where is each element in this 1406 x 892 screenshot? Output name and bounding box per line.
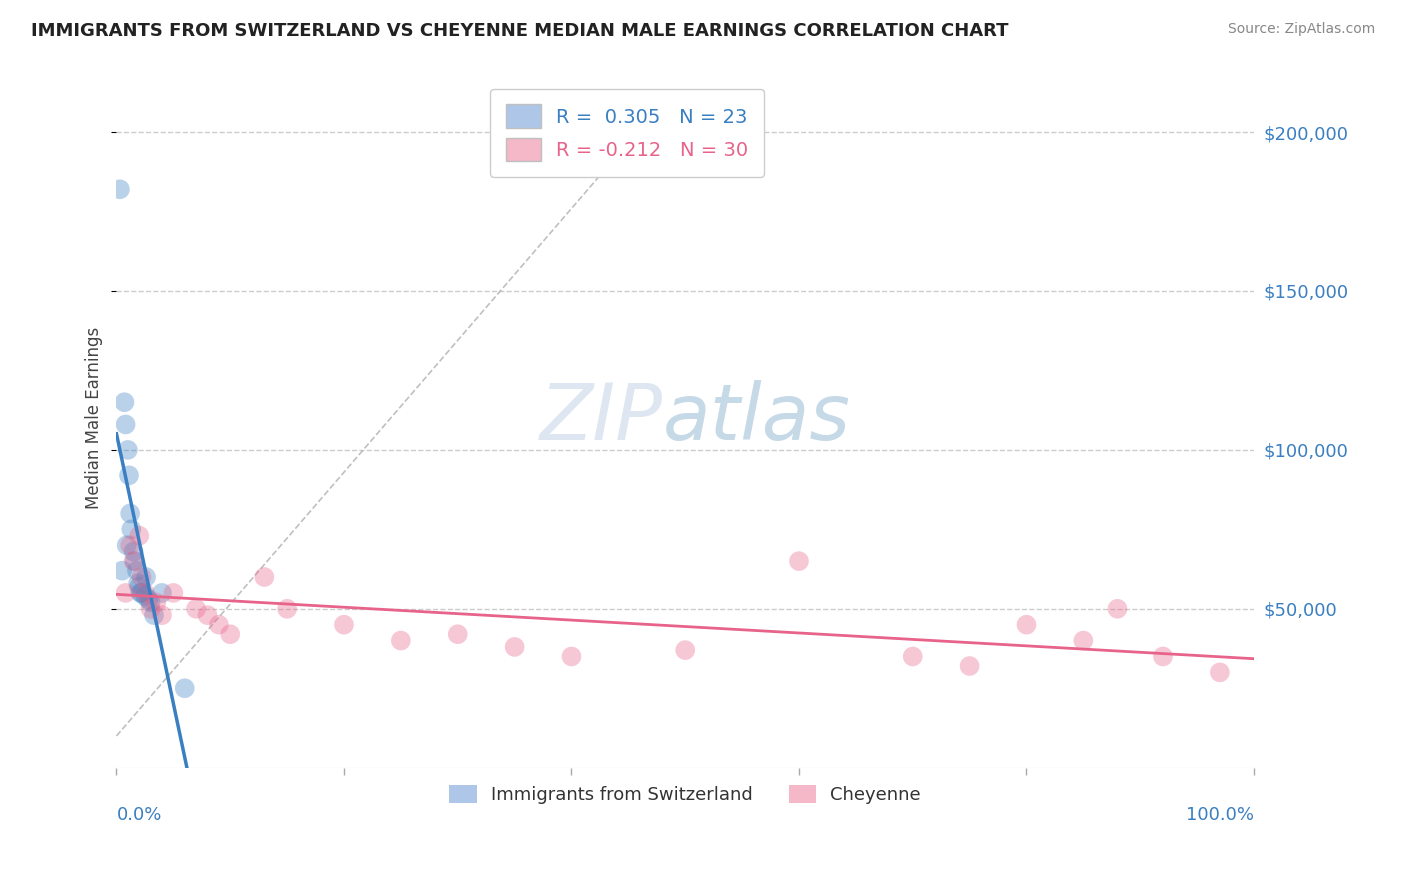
- Point: [128, 580, 150, 594]
- Text: IMMIGRANTS FROM SWITZERLAND VS CHEYENNE MEDIAN MALE EARNINGS CORRELATION CHART: IMMIGRANTS FROM SWITZERLAND VS CHEYENNE …: [31, 22, 1008, 40]
- Text: ZIP: ZIP: [540, 380, 662, 456]
- Point: [135, 570, 157, 584]
- Point: [1209, 665, 1232, 680]
- Point: [115, 538, 138, 552]
- Point: [114, 586, 136, 600]
- Point: [173, 681, 195, 696]
- Point: [131, 586, 153, 600]
- Point: [276, 602, 298, 616]
- Point: [139, 595, 162, 609]
- Point: [901, 649, 924, 664]
- Point: [129, 586, 152, 600]
- Point: [108, 182, 131, 196]
- Point: [128, 529, 150, 543]
- Point: [150, 586, 173, 600]
- Point: [120, 507, 142, 521]
- Point: [673, 643, 696, 657]
- Point: [389, 633, 412, 648]
- Point: [145, 595, 167, 609]
- Point: [125, 564, 148, 578]
- Point: [138, 592, 160, 607]
- Point: [143, 608, 166, 623]
- Point: [120, 522, 142, 536]
- Point: [333, 617, 356, 632]
- Legend: Immigrants from Switzerland, Cheyenne: Immigrants from Switzerland, Cheyenne: [443, 777, 928, 811]
- Point: [1015, 617, 1038, 632]
- Text: Source: ZipAtlas.com: Source: ZipAtlas.com: [1227, 22, 1375, 37]
- Point: [150, 608, 173, 623]
- Point: [197, 608, 219, 623]
- Point: [111, 564, 134, 578]
- Point: [134, 586, 156, 600]
- Point: [120, 538, 142, 552]
- Point: [219, 627, 242, 641]
- Point: [124, 554, 146, 568]
- Point: [447, 627, 470, 641]
- Point: [114, 417, 136, 432]
- Point: [1073, 633, 1095, 648]
- Point: [560, 649, 582, 664]
- Point: [1107, 602, 1129, 616]
- Point: [1152, 649, 1174, 664]
- Point: [131, 570, 153, 584]
- Text: 0.0%: 0.0%: [117, 806, 162, 824]
- Point: [118, 468, 141, 483]
- Point: [134, 589, 156, 603]
- Point: [184, 602, 207, 616]
- Point: [503, 640, 526, 654]
- Point: [117, 442, 139, 457]
- Point: [162, 586, 184, 600]
- Point: [959, 659, 981, 673]
- Point: [139, 602, 162, 616]
- Point: [787, 554, 810, 568]
- Point: [122, 544, 145, 558]
- Point: [122, 554, 145, 568]
- Point: [208, 617, 231, 632]
- Point: [114, 395, 136, 409]
- Text: 100.0%: 100.0%: [1187, 806, 1254, 824]
- Point: [253, 570, 276, 584]
- Text: atlas: atlas: [662, 380, 851, 456]
- Y-axis label: Median Male Earnings: Median Male Earnings: [86, 327, 103, 509]
- Point: [127, 576, 149, 591]
